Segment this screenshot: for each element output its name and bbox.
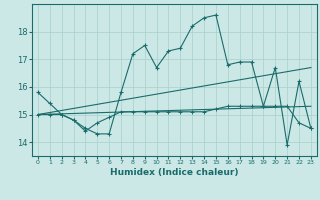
X-axis label: Humidex (Indice chaleur): Humidex (Indice chaleur): [110, 168, 239, 177]
